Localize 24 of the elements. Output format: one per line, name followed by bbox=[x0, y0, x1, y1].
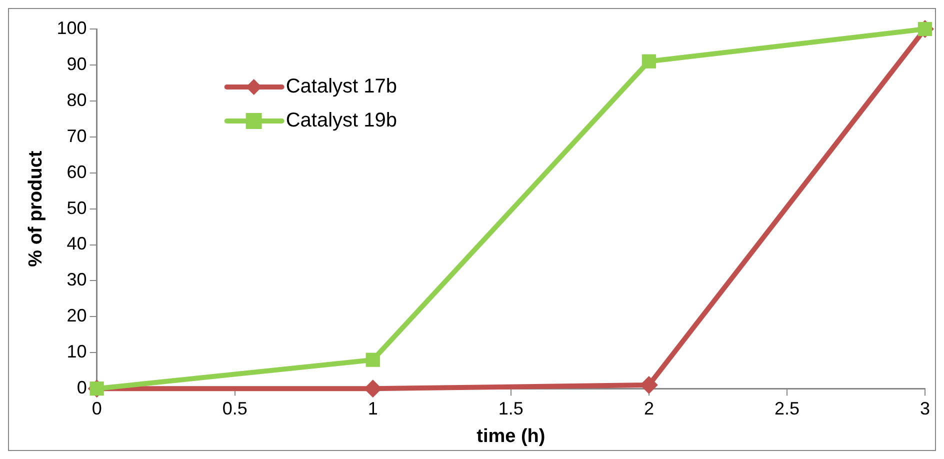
y-tick-label: 20 bbox=[66, 306, 87, 326]
y-tick-label: 90 bbox=[66, 54, 87, 74]
x-tick-label: 2 bbox=[644, 398, 654, 418]
y-tick-label: 30 bbox=[66, 270, 87, 290]
y-tick-label: 70 bbox=[66, 126, 87, 146]
x-tick-label: 0 bbox=[92, 398, 102, 418]
y-tick-label: 80 bbox=[66, 90, 87, 110]
x-tick-label: 1.5 bbox=[498, 398, 524, 418]
point bbox=[642, 54, 656, 68]
y-tick-label: 50 bbox=[66, 198, 87, 218]
legend-label: Catalyst 17b bbox=[286, 76, 398, 98]
y-tick-label: 60 bbox=[66, 162, 87, 182]
x-tick-label: 2.5 bbox=[774, 398, 800, 418]
y-axis-title: % of product bbox=[26, 150, 47, 267]
y-tick-label: 40 bbox=[66, 234, 87, 254]
y-tick-label: 10 bbox=[66, 342, 87, 362]
point bbox=[366, 352, 380, 367]
y-tick-label: 0 bbox=[76, 378, 87, 398]
legend-label: Catalyst 19b bbox=[286, 110, 398, 132]
x-tick-label: 3 bbox=[920, 398, 930, 418]
x-axis-title: time (h) bbox=[476, 426, 546, 447]
y-tick-label: 100 bbox=[56, 18, 87, 38]
x-tick-label: 0.5 bbox=[222, 398, 248, 418]
x-tick-label: 1 bbox=[368, 398, 378, 418]
